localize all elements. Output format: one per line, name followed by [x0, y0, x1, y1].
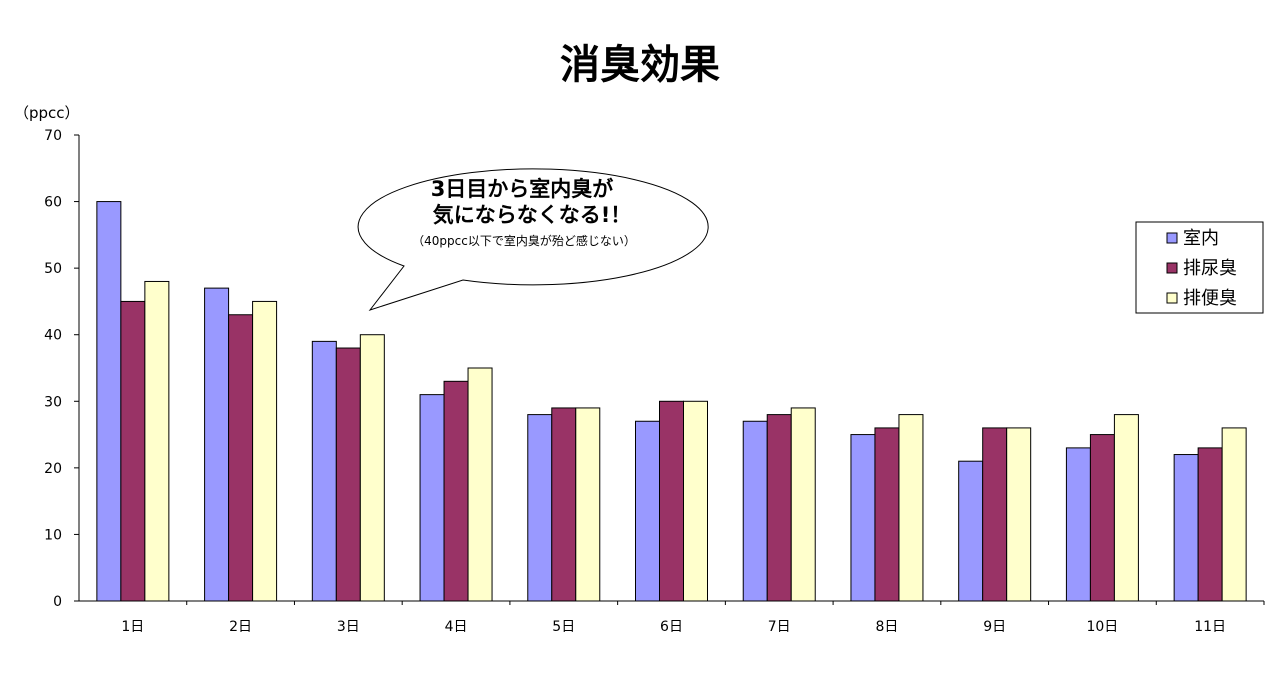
callout-line-1: 3日目から室内臭が — [431, 177, 614, 201]
x-axis-labels: 1日 2日 3日 4日 5日 6日 7日 8日 9日 10日 11日 — [121, 601, 1265, 635]
bar-2-7 — [766, 414, 792, 602]
bar-1-6 — [635, 420, 660, 602]
bar-2-6 — [659, 400, 684, 602]
bar-1-4 — [419, 394, 445, 602]
bar-2-1 — [120, 300, 146, 602]
bar-2-10 — [1089, 434, 1115, 602]
x-tick-label: 10日 — [1086, 619, 1118, 635]
legend-label: 排尿臭 — [1183, 258, 1237, 279]
bar-3-3 — [359, 334, 385, 602]
legend-label: 排便臭 — [1183, 288, 1237, 309]
bar-1-1 — [96, 201, 122, 602]
x-tick-label: 8日 — [875, 619, 898, 635]
x-tick-label: 1日 — [121, 619, 144, 635]
bar-3-8 — [898, 414, 924, 602]
y-tick-label: 40 — [44, 328, 62, 344]
y-tick-label: 60 — [44, 195, 62, 211]
x-tick-label: 9日 — [983, 619, 1006, 635]
legend-swatch — [1166, 262, 1178, 274]
callout-note: （40ppcc以下で室内臭が殆ど感じない） — [412, 233, 636, 248]
bar-3-7 — [790, 407, 816, 602]
bar-2-9 — [982, 427, 1008, 602]
bar-3-1 — [144, 280, 170, 602]
x-tick-label: 4日 — [445, 619, 468, 635]
bar-1-10 — [1065, 447, 1091, 602]
legend-box — [1135, 221, 1264, 314]
x-tick-label: 3日 — [337, 619, 360, 635]
legend-swatch — [1166, 292, 1178, 304]
x-tick-label: 11日 — [1194, 619, 1226, 635]
bar-3-4 — [467, 367, 493, 602]
y-tick-label: 30 — [44, 394, 62, 410]
y-tick-label: 10 — [44, 527, 62, 543]
bar-2-5 — [551, 407, 577, 602]
bar-2-8 — [874, 427, 900, 602]
bar-3-6 — [683, 400, 708, 602]
bar-2-2 — [228, 314, 254, 602]
callout-line-2: 気にならなくなる!！ — [433, 203, 632, 227]
bar-1-11 — [1173, 454, 1199, 602]
bar-3-10 — [1113, 414, 1139, 602]
bar-1-7 — [742, 420, 768, 602]
x-tick-label: 7日 — [768, 619, 791, 635]
y-tick-label: 0 — [53, 594, 62, 610]
chart-title: 消臭効果 — [560, 42, 720, 88]
annotation-callout: 3日目から室内臭が 気にならなくなる!！ （40ppcc以下で室内臭が殆ど感じな… — [357, 168, 709, 311]
x-tick-label: 2日 — [229, 619, 252, 635]
x-tick-label: 6日 — [660, 619, 683, 635]
y-tick-label: 20 — [44, 461, 62, 477]
bar-3-5 — [575, 407, 601, 602]
bar-2-11 — [1197, 447, 1223, 602]
bar-1-2 — [204, 287, 230, 602]
bar-2-3 — [335, 347, 361, 602]
bar-1-5 — [527, 414, 553, 602]
y-axis-label: （ppcc） — [14, 104, 80, 122]
bar-2-4 — [443, 380, 469, 602]
speech-bubble — [357, 168, 709, 311]
y-tick-label: 50 — [44, 261, 62, 277]
y-tick-label: 70 — [44, 128, 62, 144]
bar-3-2 — [252, 300, 278, 602]
legend-label: 室内 — [1183, 228, 1219, 249]
y-axis-ticks: 0 10 20 30 40 50 60 70 — [44, 128, 79, 610]
bar-1-9 — [958, 460, 984, 602]
bar-1-3 — [311, 340, 337, 602]
legend-swatch — [1166, 232, 1178, 244]
bar-3-9 — [1006, 427, 1032, 602]
bar-3-11 — [1221, 427, 1247, 602]
x-tick-label: 5日 — [552, 619, 575, 635]
bar-1-8 — [850, 434, 876, 602]
